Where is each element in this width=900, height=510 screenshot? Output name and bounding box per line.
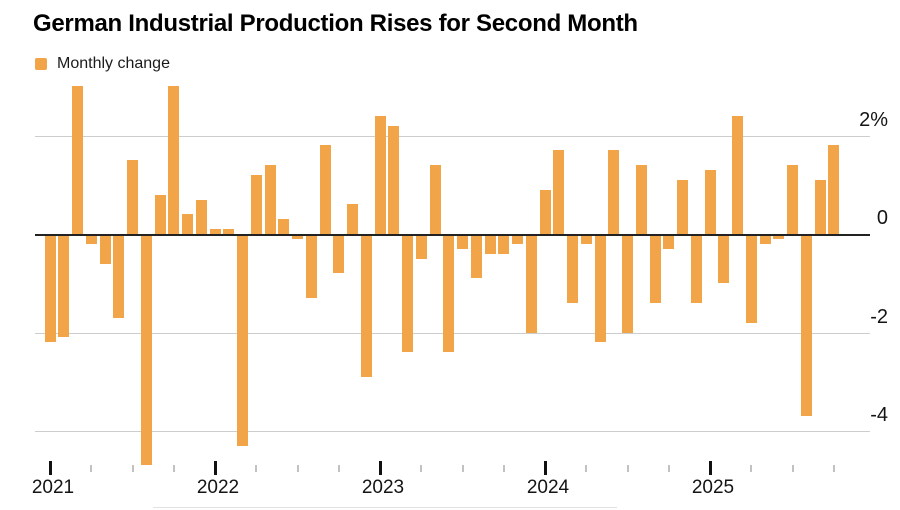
x-tick-minor-oct-2025 bbox=[833, 465, 835, 472]
bar-jul-2021 bbox=[127, 160, 138, 234]
x-axis-label-2021: 2021 bbox=[31, 477, 75, 498]
x-tick-minor-jul-2021 bbox=[132, 465, 134, 472]
bar-jan-2023 bbox=[375, 116, 386, 234]
bar-jan-2022 bbox=[210, 229, 221, 234]
bar-dec-2024 bbox=[691, 234, 702, 303]
bar-jun-2023 bbox=[443, 234, 454, 352]
x-tick-minor-apr-2021 bbox=[90, 465, 92, 472]
bar-sep-2025 bbox=[815, 180, 826, 234]
bar-jul-2024 bbox=[622, 234, 633, 333]
x-tick-minor-apr-2025 bbox=[750, 465, 752, 472]
gridline--4 bbox=[35, 431, 870, 432]
bar-dec-2022 bbox=[361, 234, 372, 377]
y-axis-label--4: -4 bbox=[870, 404, 888, 426]
legend: Monthly change bbox=[35, 55, 170, 73]
bar-aug-2023 bbox=[471, 234, 482, 278]
x-tick-minor-jul-2023 bbox=[462, 465, 464, 472]
bar-apr-2023 bbox=[416, 234, 427, 259]
x-tick-minor-oct-2022 bbox=[338, 465, 340, 472]
bar-may-2023 bbox=[430, 165, 441, 234]
x-tick-minor-oct-2021 bbox=[173, 465, 175, 472]
x-tick-minor-jul-2022 bbox=[297, 465, 299, 472]
bar-apr-2022 bbox=[251, 175, 262, 234]
x-axis-label-2025: 2025 bbox=[691, 477, 735, 498]
bar-jul-2025 bbox=[787, 165, 798, 234]
gridline-2% bbox=[35, 136, 870, 137]
x-tick-minor-jul-2024 bbox=[627, 465, 629, 472]
x-tick-major-jan-2021 bbox=[49, 461, 52, 475]
x-tick-major-jan-2024 bbox=[544, 461, 547, 475]
y-axis-label-2%: 2% bbox=[859, 109, 888, 131]
bar-nov-2021 bbox=[182, 214, 193, 234]
bar-sep-2023 bbox=[485, 234, 496, 254]
bar-oct-2021 bbox=[168, 86, 179, 234]
bar-apr-2025 bbox=[746, 234, 757, 323]
bar-jul-2022 bbox=[292, 234, 303, 239]
bar-feb-2022 bbox=[223, 229, 234, 234]
legend-swatch-icon bbox=[35, 58, 47, 70]
legend-label: Monthly change bbox=[57, 55, 170, 72]
bar-nov-2023 bbox=[512, 234, 523, 244]
bar-apr-2024 bbox=[581, 234, 592, 244]
bottom-crop-divider bbox=[153, 507, 617, 508]
x-tick-major-jan-2023 bbox=[379, 461, 382, 475]
x-tick-minor-oct-2024 bbox=[668, 465, 670, 472]
bar-jun-2021 bbox=[113, 234, 124, 318]
y-axis-label-0: 0 bbox=[876, 207, 888, 229]
bar-may-2022 bbox=[265, 165, 276, 234]
bar-feb-2024 bbox=[553, 150, 564, 234]
bar-jun-2022 bbox=[278, 219, 289, 234]
bar-may-2024 bbox=[595, 234, 606, 342]
zero-line bbox=[35, 234, 870, 236]
bar-mar-2022 bbox=[237, 234, 248, 446]
bar-feb-2025 bbox=[718, 234, 729, 283]
bar-mar-2025 bbox=[732, 116, 743, 234]
bar-oct-2025 bbox=[828, 145, 839, 234]
bar-feb-2021 bbox=[58, 234, 69, 337]
bar-aug-2024 bbox=[636, 165, 647, 234]
x-tick-minor-apr-2023 bbox=[420, 465, 422, 472]
bar-sep-2024 bbox=[650, 234, 661, 303]
y-axis-label--2: -2 bbox=[870, 306, 888, 328]
bar-jan-2024 bbox=[540, 190, 551, 234]
bar-sep-2021 bbox=[155, 195, 166, 234]
bar-feb-2023 bbox=[388, 126, 399, 234]
bar-nov-2022 bbox=[347, 204, 358, 234]
x-axis-label-2022: 2022 bbox=[196, 477, 240, 498]
bar-nov-2024 bbox=[677, 180, 688, 234]
bar-jun-2025 bbox=[773, 234, 784, 239]
bar-dec-2021 bbox=[196, 200, 207, 234]
bar-may-2021 bbox=[100, 234, 111, 264]
bar-aug-2021 bbox=[141, 234, 152, 465]
bar-mar-2024 bbox=[567, 234, 578, 303]
chart-title: German Industrial Production Rises for S… bbox=[33, 10, 638, 37]
bar-may-2025 bbox=[760, 234, 771, 244]
bar-apr-2021 bbox=[86, 234, 97, 244]
bar-oct-2023 bbox=[498, 234, 509, 254]
x-tick-minor-oct-2023 bbox=[503, 465, 505, 472]
bar-dec-2023 bbox=[526, 234, 537, 333]
bar-oct-2022 bbox=[333, 234, 344, 273]
bar-sep-2022 bbox=[320, 145, 331, 234]
x-tick-minor-apr-2022 bbox=[255, 465, 257, 472]
bar-aug-2025 bbox=[801, 234, 812, 416]
bar-jan-2025 bbox=[705, 170, 716, 234]
x-axis-label-2023: 2023 bbox=[361, 477, 405, 498]
bar-mar-2023 bbox=[402, 234, 413, 352]
bar-jul-2023 bbox=[457, 234, 468, 249]
bar-jun-2024 bbox=[608, 150, 619, 234]
x-tick-major-jan-2022 bbox=[214, 461, 217, 475]
bar-mar-2021 bbox=[72, 86, 83, 234]
x-tick-minor-apr-2024 bbox=[585, 465, 587, 472]
x-axis-label-2024: 2024 bbox=[526, 477, 570, 498]
bar-jan-2021 bbox=[45, 234, 56, 342]
x-tick-minor-jul-2025 bbox=[792, 465, 794, 472]
bar-oct-2024 bbox=[663, 234, 674, 249]
x-tick-major-jan-2025 bbox=[709, 461, 712, 475]
bar-aug-2022 bbox=[306, 234, 317, 298]
